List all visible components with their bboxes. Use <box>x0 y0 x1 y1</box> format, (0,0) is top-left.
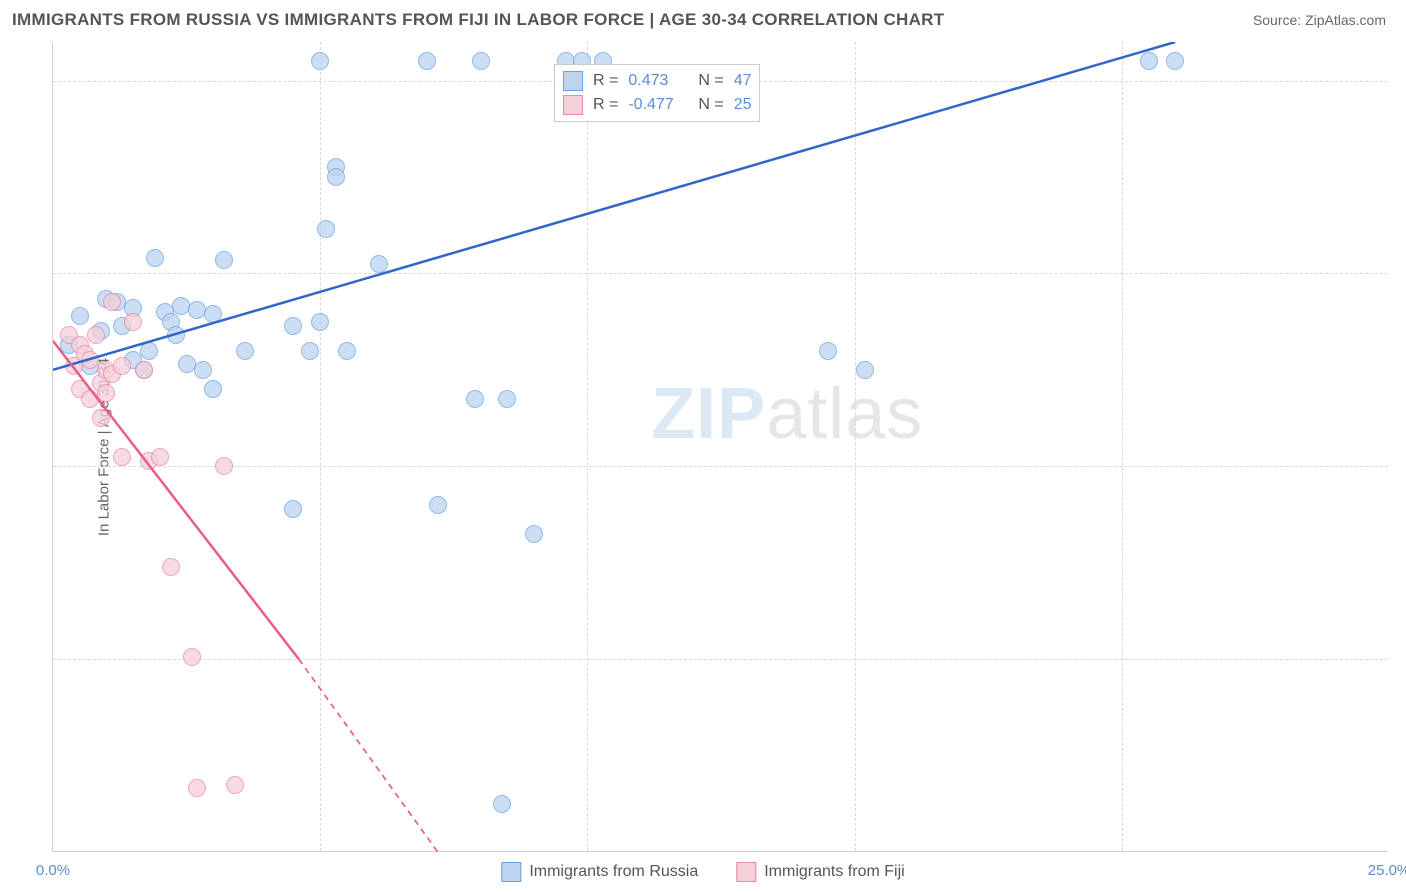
data-point <box>311 313 329 331</box>
stats-legend: R = 0.473 N = 47 R = -0.477 N = 25 <box>554 64 760 122</box>
data-point <box>162 558 180 576</box>
data-point <box>301 342 319 360</box>
legend-n-value: 47 <box>734 69 752 93</box>
series-legend: Immigrants from Russia Immigrants from Fi… <box>501 862 904 882</box>
legend-stat-row: R = 0.473 N = 47 <box>563 69 751 93</box>
legend-swatch <box>563 95 583 115</box>
legend-n-value: 25 <box>734 93 752 117</box>
data-point <box>327 168 345 186</box>
data-point <box>183 648 201 666</box>
data-point <box>124 313 142 331</box>
legend-label: Immigrants from Russia <box>529 863 698 881</box>
data-point <box>172 297 190 315</box>
data-point <box>215 251 233 269</box>
data-point <box>1166 52 1184 70</box>
gridline-vertical <box>587 42 588 851</box>
source-attribution: Source: ZipAtlas.com <box>1253 12 1386 28</box>
x-tick-label: 25.0% <box>1368 862 1406 879</box>
gridline-horizontal <box>53 466 1388 467</box>
data-point <box>194 361 212 379</box>
data-point <box>819 342 837 360</box>
legend-stat-row: R = -0.477 N = 25 <box>563 93 751 117</box>
chart-title: IMMIGRANTS FROM RUSSIA VS IMMIGRANTS FRO… <box>12 10 944 30</box>
legend-label: Immigrants from Fiji <box>764 863 904 881</box>
data-point <box>418 52 436 70</box>
data-point <box>226 776 244 794</box>
data-point <box>1140 52 1158 70</box>
data-point <box>92 409 110 427</box>
gridline-horizontal <box>53 273 1388 274</box>
x-tick-label: 0.0% <box>36 862 70 879</box>
legend-r-label: R = <box>593 93 618 117</box>
data-point <box>338 342 356 360</box>
legend-r-label: R = <box>593 69 618 93</box>
gridline-vertical <box>320 42 321 851</box>
gridline-horizontal <box>53 659 1388 660</box>
data-point <box>103 293 121 311</box>
legend-item: Immigrants from Fiji <box>736 862 904 882</box>
data-point <box>493 795 511 813</box>
data-point <box>236 342 254 360</box>
data-point <box>188 301 206 319</box>
data-point <box>429 496 447 514</box>
gridline-vertical <box>855 42 856 851</box>
scatter-chart: ZIPatlas In Labor Force | Age 30-34 70.0… <box>52 42 1388 852</box>
legend-n-label: N = <box>698 69 723 93</box>
data-point <box>113 448 131 466</box>
legend-swatch <box>736 862 756 882</box>
data-point <box>370 255 388 273</box>
data-point <box>167 326 185 344</box>
data-point <box>311 52 329 70</box>
data-point <box>472 52 490 70</box>
data-point <box>498 390 516 408</box>
legend-item: Immigrants from Russia <box>501 862 698 882</box>
data-point <box>97 384 115 402</box>
data-point <box>135 361 153 379</box>
data-point <box>113 357 131 375</box>
data-point <box>284 317 302 335</box>
data-point <box>284 500 302 518</box>
legend-r-value: -0.477 <box>628 93 688 117</box>
data-point <box>204 380 222 398</box>
data-point <box>87 326 105 344</box>
data-point <box>188 779 206 797</box>
data-point <box>140 342 158 360</box>
legend-swatch <box>501 862 521 882</box>
legend-n-label: N = <box>698 93 723 117</box>
data-point <box>81 351 99 369</box>
data-point <box>146 249 164 267</box>
data-point <box>466 390 484 408</box>
data-point <box>215 457 233 475</box>
legend-swatch <box>563 71 583 91</box>
data-point <box>317 220 335 238</box>
data-point <box>856 361 874 379</box>
data-point <box>525 525 543 543</box>
legend-r-value: 0.473 <box>628 69 688 93</box>
data-point <box>71 307 89 325</box>
gridline-vertical <box>1122 42 1123 851</box>
data-point <box>151 448 169 466</box>
data-point <box>204 305 222 323</box>
